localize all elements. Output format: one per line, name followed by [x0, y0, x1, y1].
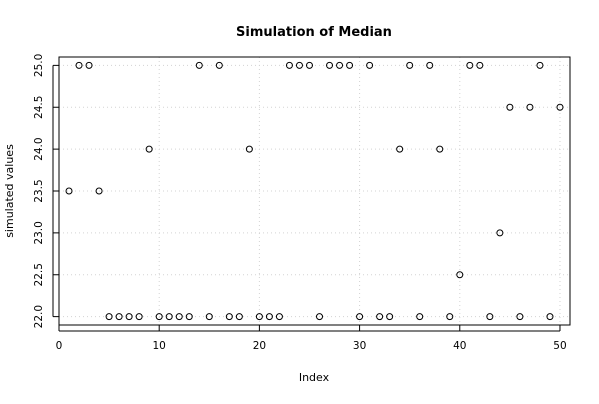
data-point: [245, 145, 253, 153]
y-tick-label: 25.0: [33, 54, 45, 77]
data-point: [205, 313, 213, 321]
data-point: [526, 103, 534, 111]
data-point: [305, 61, 313, 69]
data-point: [235, 313, 243, 321]
data-point: [396, 145, 404, 153]
data-point: [556, 103, 564, 111]
data-point: [195, 61, 203, 69]
x-axis-label: Index: [299, 371, 330, 384]
data-point: [185, 313, 193, 321]
data-point: [125, 313, 133, 321]
data-point: [336, 61, 344, 69]
data-point: [165, 313, 173, 321]
data-point: [285, 61, 293, 69]
data-point: [406, 61, 414, 69]
data-point: [326, 61, 334, 69]
data-point: [506, 103, 514, 111]
data-point: [496, 229, 504, 237]
data-point: [416, 313, 424, 321]
x-tick-label: 0: [56, 340, 63, 352]
y-axis-label: simulated values: [3, 144, 16, 238]
data-point: [95, 187, 103, 195]
x-tick-label: 50: [553, 340, 566, 352]
x-tick-label: 30: [353, 340, 366, 352]
data-point: [356, 313, 364, 321]
data-point: [145, 145, 153, 153]
data-point: [536, 61, 544, 69]
x-tick-label: 10: [153, 340, 166, 352]
data-point: [275, 313, 283, 321]
data-point: [486, 313, 494, 321]
data-point: [456, 271, 464, 279]
data-point: [346, 61, 354, 69]
data-point: [265, 313, 273, 321]
data-point: [446, 313, 454, 321]
data-point: [546, 313, 554, 321]
data-point: [436, 145, 444, 153]
data-point: [386, 313, 394, 321]
y-axis: 22.0 22.5 23.0 23.5 24.0 24.5 25.0: [33, 54, 59, 328]
y-tick-label: 22.0: [33, 305, 45, 328]
y-tick-label: 23.0: [33, 221, 45, 244]
x-tick-label: 40: [453, 340, 466, 352]
chart-title: Simulation of Median: [236, 25, 392, 40]
data-point: [255, 313, 263, 321]
data-point: [175, 313, 183, 321]
data-point: [85, 61, 93, 69]
data-point: [65, 187, 73, 195]
y-tick-label: 23.5: [33, 179, 45, 202]
data-point: [376, 313, 384, 321]
data-points: [65, 61, 564, 321]
data-point: [466, 61, 474, 69]
x-tick-label: 20: [253, 340, 266, 352]
data-point: [215, 61, 223, 69]
data-point: [366, 61, 374, 69]
y-tick-label: 24.5: [33, 96, 45, 119]
x-axis: 0 10 20 30 40 50: [56, 325, 567, 352]
data-point: [316, 313, 324, 321]
data-point: [75, 61, 83, 69]
y-tick-label: 24.0: [33, 137, 45, 160]
data-point: [135, 313, 143, 321]
grid-lines: [58, 57, 570, 325]
data-point: [476, 61, 484, 69]
y-tick-label: 22.5: [33, 263, 45, 286]
data-point: [225, 313, 233, 321]
data-point: [295, 61, 303, 69]
data-point: [105, 313, 113, 321]
data-point: [115, 313, 123, 321]
data-point: [516, 313, 524, 321]
data-point: [155, 313, 163, 321]
data-point: [426, 61, 434, 69]
